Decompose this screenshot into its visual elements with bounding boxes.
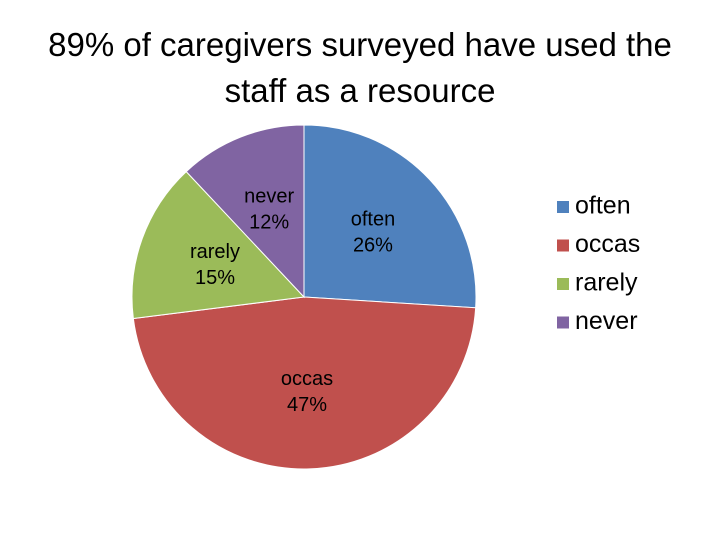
legend-label: rarely xyxy=(575,269,638,297)
slice-value-label: 47% xyxy=(287,394,327,416)
legend-swatch xyxy=(557,278,569,290)
legend-swatch xyxy=(557,316,569,329)
slice-category-label: never xyxy=(244,185,294,207)
legend-label: never xyxy=(575,307,638,335)
legend-label: occas xyxy=(575,230,640,258)
legend-swatch xyxy=(557,201,569,213)
slice-category-label: rarely xyxy=(190,241,240,263)
slice-value-label: 12% xyxy=(249,211,289,233)
slice-category-label: occas xyxy=(281,368,333,390)
chart-title: 89% of caregivers surveyed have used the… xyxy=(48,26,672,109)
legend-swatch xyxy=(557,239,569,252)
legend-label: often xyxy=(575,192,631,220)
pie-slice xyxy=(131,170,306,320)
slice-category-label: often xyxy=(351,209,395,231)
slice-value-label: 26% xyxy=(353,235,393,257)
pie-slice xyxy=(303,124,477,309)
pie-slice xyxy=(132,296,477,470)
pie-slice xyxy=(185,124,305,299)
slice-value-label: 15% xyxy=(195,267,235,289)
